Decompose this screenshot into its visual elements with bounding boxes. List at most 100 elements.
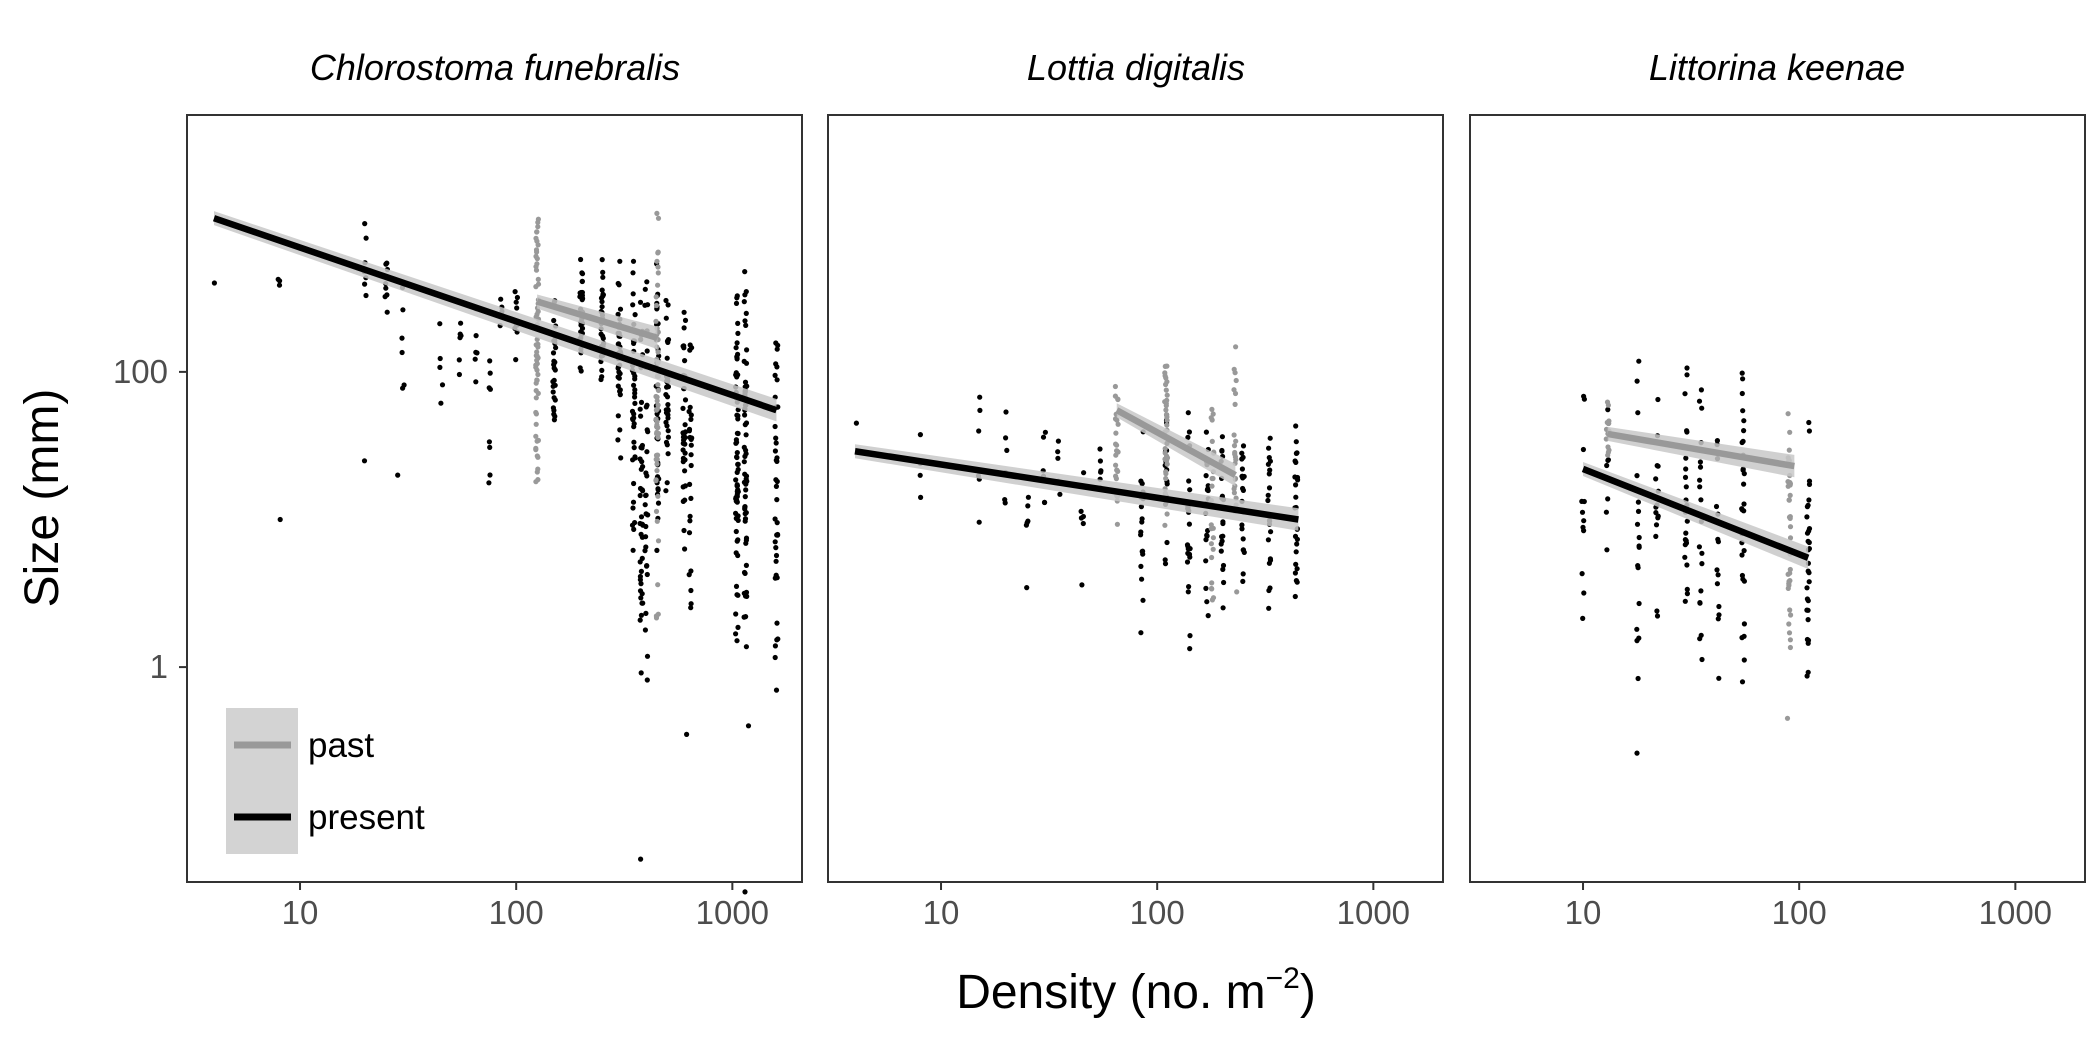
data-point-present [276, 282, 283, 288]
data-point-present [363, 292, 369, 299]
data-point-present [976, 428, 982, 434]
data-point-present [638, 413, 644, 419]
data-point-past [654, 258, 660, 264]
data-point-present [1220, 605, 1226, 611]
data-point-past [655, 452, 661, 458]
data-point-present [1220, 562, 1227, 569]
data-point-present [1025, 503, 1031, 509]
data-point-present [578, 256, 584, 263]
data-point-present [1806, 497, 1812, 503]
data-point-present [637, 617, 643, 623]
data-point-present [644, 348, 650, 354]
data-point-past [1162, 370, 1168, 376]
data-point-present [688, 605, 694, 611]
data-point-present [1696, 398, 1703, 404]
trend-line-present [1581, 465, 1810, 561]
data-point-present [743, 420, 750, 426]
data-point-present [1697, 600, 1703, 606]
y-axis-title: Size (mm) [16, 389, 69, 608]
data-point-present [1293, 439, 1299, 445]
data-point-present [1186, 478, 1192, 484]
data-point-past [535, 216, 542, 222]
data-point-present [473, 379, 479, 385]
data-point-past [1164, 363, 1170, 369]
data-point-present [615, 341, 621, 347]
data-point-present [644, 571, 650, 578]
data-point-present [743, 562, 750, 569]
data-point-past [654, 210, 660, 216]
data-point-past [655, 538, 662, 544]
data-point-present [362, 221, 368, 227]
data-point-present [1683, 484, 1689, 490]
data-point-present [665, 428, 671, 434]
data-point-present [1138, 630, 1144, 636]
data-point-present [1294, 579, 1300, 585]
data-point-present [663, 315, 669, 321]
data-point-present [743, 540, 749, 546]
data-point-present [772, 448, 779, 454]
data-point-past [655, 264, 661, 270]
data-point-present [551, 317, 557, 324]
data-point-present [1265, 492, 1271, 498]
data-point-past [655, 402, 661, 408]
data-point-present [680, 343, 686, 349]
data-point-present [1804, 596, 1810, 602]
data-point-present [1164, 539, 1170, 546]
data-point-present [1080, 513, 1086, 520]
data-point-present [1635, 563, 1641, 569]
data-point-present [1682, 391, 1688, 397]
data-point-past [1788, 612, 1794, 618]
data-point-present [976, 519, 982, 525]
data-point-past [655, 382, 661, 388]
data-point-present [473, 349, 479, 355]
data-point-present [773, 435, 779, 441]
data-point-present [487, 444, 493, 450]
data-point-past [534, 377, 540, 383]
data-point-present [642, 302, 648, 308]
data-point-present [643, 404, 649, 410]
data-point-present [1294, 566, 1300, 572]
data-point-present [1654, 613, 1661, 619]
data-point-present [599, 287, 605, 293]
data-point-past [1114, 448, 1120, 454]
data-point-present [687, 404, 693, 410]
data-point-present [733, 370, 739, 376]
data-point-present [733, 477, 739, 483]
data-point-present [1293, 482, 1299, 488]
data-point-present [553, 345, 559, 351]
data-point-present [1741, 548, 1747, 554]
data-point-present [734, 493, 740, 500]
data-point-present [632, 400, 638, 406]
data-point-present [734, 295, 740, 301]
data-point-present [1293, 494, 1299, 500]
data-point-past [1234, 589, 1240, 595]
data-point-present [741, 569, 748, 576]
data-point-present [773, 558, 779, 564]
data-point-present [1697, 464, 1704, 470]
y-tick-label: 1 [150, 648, 168, 685]
data-point-present [637, 573, 644, 580]
data-point-present [680, 484, 686, 490]
data-point-present [616, 282, 622, 288]
data-point-present [630, 547, 636, 553]
data-point-present [741, 299, 747, 305]
data-point-past [1113, 473, 1119, 479]
data-point-present [1203, 585, 1209, 592]
data-point-present [1741, 481, 1747, 487]
data-point-present [1579, 509, 1586, 515]
data-point-present [632, 387, 638, 393]
data-point-present [1699, 656, 1705, 663]
data-point-present [1081, 470, 1087, 476]
data-point-past [654, 422, 660, 428]
data-point-past [1604, 419, 1610, 426]
data-point-present [472, 356, 478, 362]
data-point-present [1655, 396, 1661, 403]
data-point-present [1055, 455, 1061, 461]
x-tick-label: 1000 [1337, 894, 1410, 931]
data-point-past [1208, 541, 1214, 547]
data-point-present [734, 439, 740, 445]
data-point-present [735, 413, 741, 419]
data-point-present [1162, 557, 1168, 563]
data-point-past [655, 349, 661, 355]
data-point-present [1267, 556, 1273, 562]
